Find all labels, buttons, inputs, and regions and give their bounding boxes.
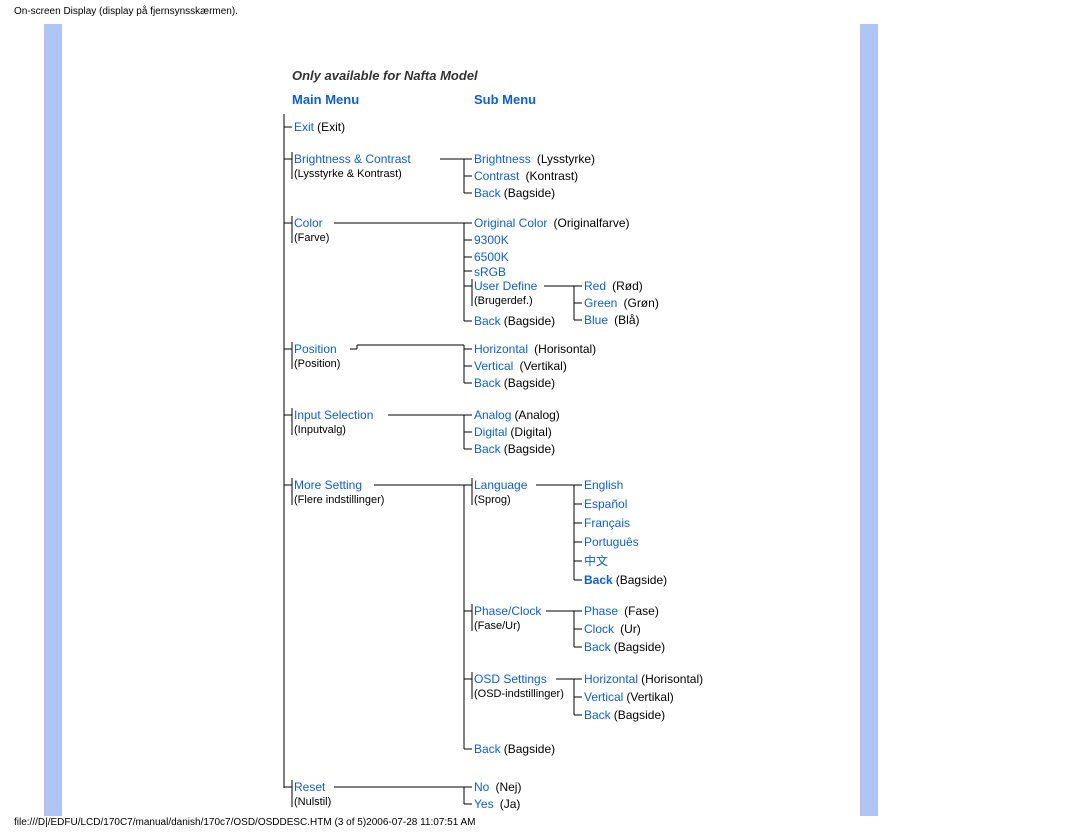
tree-connectors [44,24,878,816]
osd-tree-diagram: Only available for Nafta Model Main Menu… [44,24,878,816]
page-header: On-screen Display (display på fjernsynss… [14,6,238,17]
page-footer: file:///D|/EDFU/LCD/170C7/manual/danish/… [14,817,476,828]
